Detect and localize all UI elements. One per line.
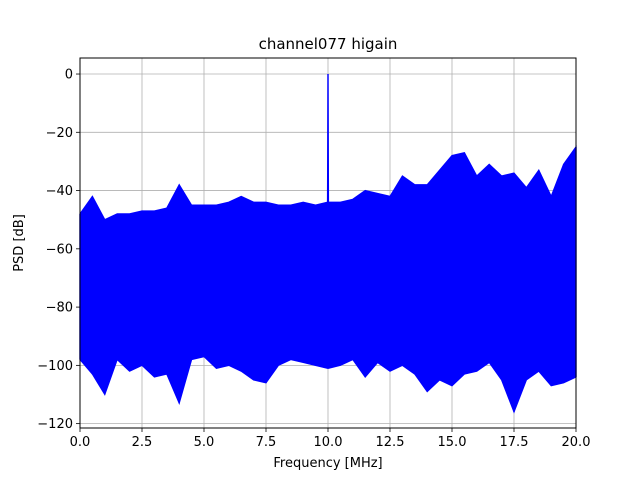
x-tick-label: 7.5 — [256, 435, 277, 450]
y-tick-label: −60 — [46, 242, 73, 257]
x-tick-label: 10.0 — [314, 435, 343, 450]
y-tick-label: −100 — [37, 359, 73, 374]
x-tick-label: 17.5 — [500, 435, 529, 450]
chart-title: channel077 higain — [259, 35, 398, 53]
y-tick-label: −40 — [46, 184, 73, 199]
x-axis-label: Frequency [MHz] — [273, 456, 382, 471]
x-tick-label: 15.0 — [438, 435, 467, 450]
ticks: 0.0 2.5 5.0 7.5 10.0 12.5 15.0 17.5 20.0 0 −20 −40 −… — [37, 68, 590, 450]
y-tick-label: 0 — [65, 68, 73, 83]
series-layer — [79, 74, 577, 414]
x-tick-label: 2.5 — [132, 435, 153, 450]
y-tick-label: −80 — [46, 301, 73, 316]
x-tick-label: 5.0 — [194, 435, 215, 450]
x-tick-label: 0.0 — [70, 435, 91, 450]
series-psd — [79, 74, 577, 414]
y-axis-label: PSD [dB] — [12, 214, 27, 272]
y-tick-label: −20 — [46, 126, 73, 141]
x-tick-label: 20.0 — [562, 435, 591, 450]
y-tick-label: −120 — [37, 417, 73, 432]
x-tick-label: 12.5 — [376, 435, 405, 450]
